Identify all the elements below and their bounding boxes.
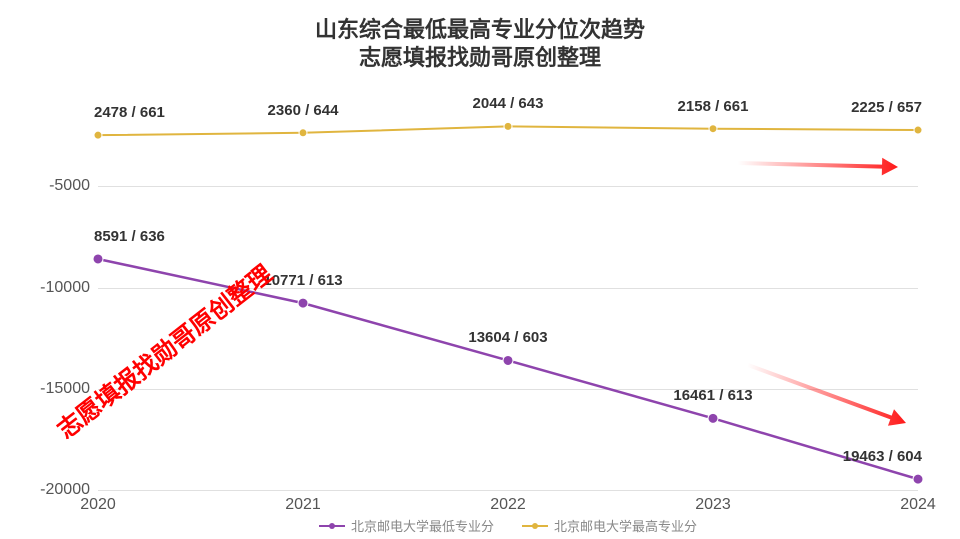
x-tick-label: 2024	[900, 490, 936, 514]
legend-label: 北京邮电大学最高专业分	[554, 516, 697, 535]
y-tick-label: -5000	[49, 177, 98, 195]
y-tick-label: -10000	[40, 279, 98, 297]
chart-container: 山东综合最低最高专业分位次趋势志愿填报找勋哥原创整理-5000-10000-15…	[0, 0, 960, 539]
legend: 北京邮电大学最低专业分 北京邮电大学最高专业分	[98, 516, 918, 535]
legend-label: 北京邮电大学最低专业分	[351, 516, 494, 535]
legend-item: 北京邮电大学最低专业分	[319, 516, 494, 535]
legend-swatch	[319, 521, 345, 531]
x-tick-label: 2022	[490, 490, 526, 514]
x-tick-label: 2021	[285, 490, 321, 514]
x-tick-label: 2020	[80, 490, 116, 514]
legend-swatch	[522, 521, 548, 531]
x-tick-label: 2023	[695, 490, 731, 514]
legend-item: 北京邮电大学最高专业分	[522, 516, 697, 535]
annotation-arrow	[98, 85, 918, 490]
plot-area: -5000-10000-15000-2000020202021202220232…	[98, 85, 918, 490]
chart-title-line2: 志愿填报找勋哥原创整理	[0, 40, 960, 72]
